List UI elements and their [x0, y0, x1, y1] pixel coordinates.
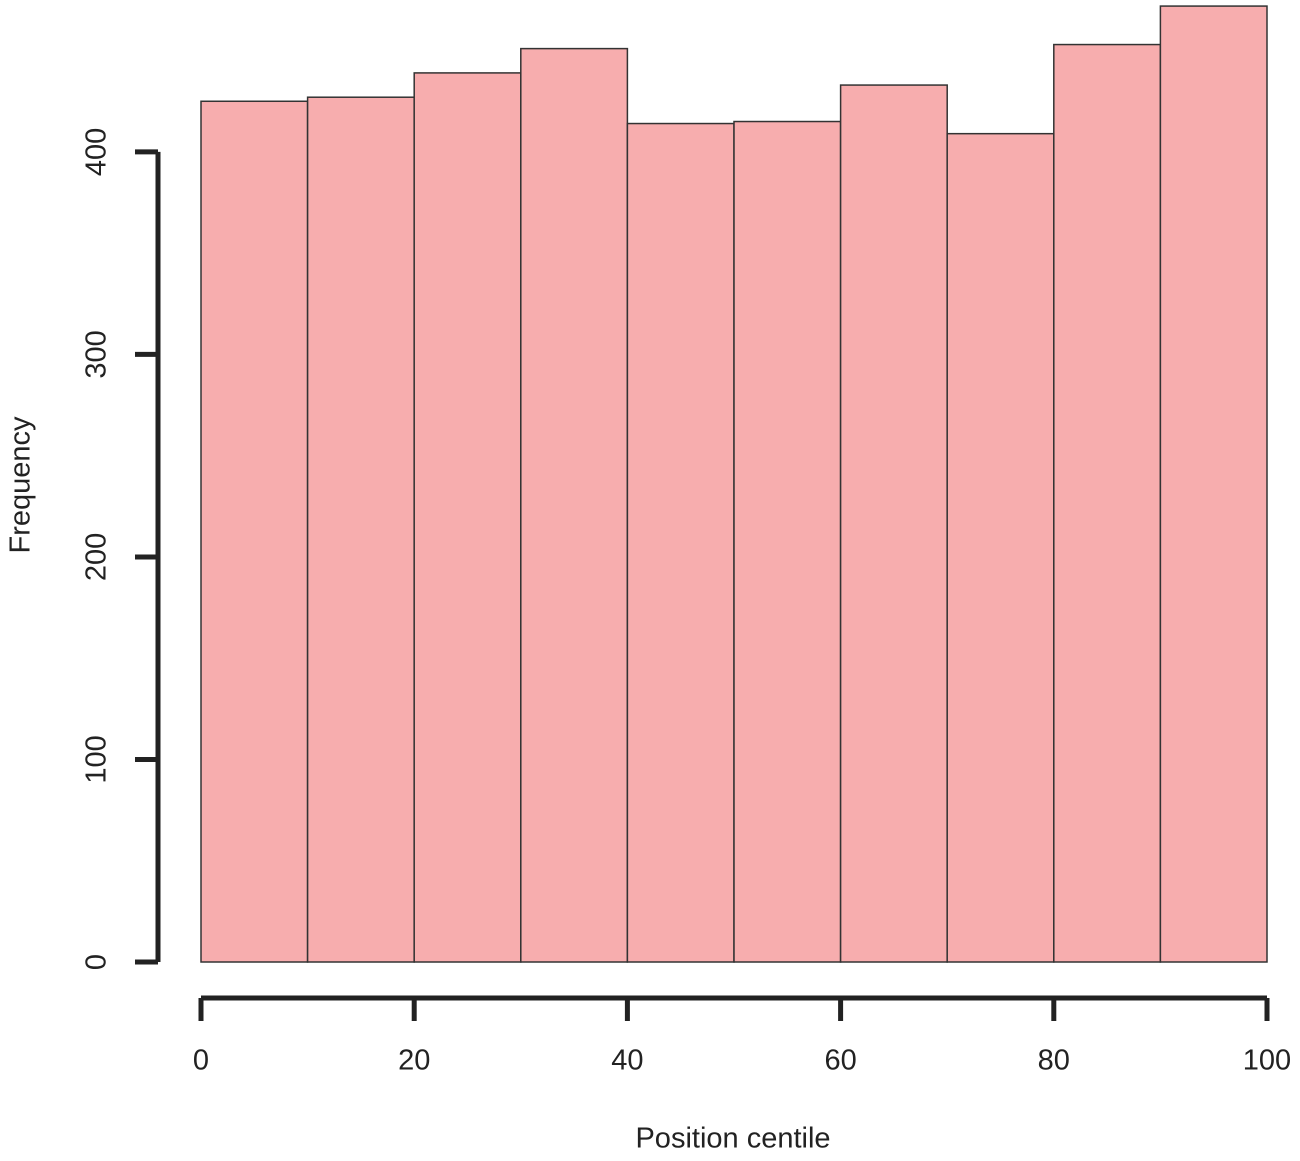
y-tick-label: 200	[81, 533, 113, 581]
bar	[626, 122, 735, 963]
x-tick-label: 100	[1243, 1045, 1291, 1077]
y-tick-label: 400	[81, 128, 113, 176]
bar	[946, 132, 1055, 963]
bar	[1159, 5, 1268, 963]
y-tick-label: 300	[81, 330, 113, 378]
bar	[413, 72, 522, 963]
y-tick-label: 0	[81, 954, 113, 970]
y-tick-label: 100	[81, 735, 113, 783]
bar	[200, 100, 309, 963]
x-tick-label: 0	[193, 1045, 209, 1077]
bar	[1053, 43, 1162, 963]
bar	[839, 84, 948, 963]
bar	[520, 47, 629, 963]
x-tick-label: 60	[824, 1045, 856, 1077]
y-axis-label: Frequency	[5, 416, 37, 554]
x-axis-label: Position centile	[635, 1123, 830, 1155]
x-tick-label: 20	[398, 1045, 430, 1077]
bar	[306, 96, 415, 963]
x-tick-label: 40	[611, 1045, 643, 1077]
x-tick-label: 80	[1038, 1045, 1070, 1077]
bar	[733, 120, 842, 963]
